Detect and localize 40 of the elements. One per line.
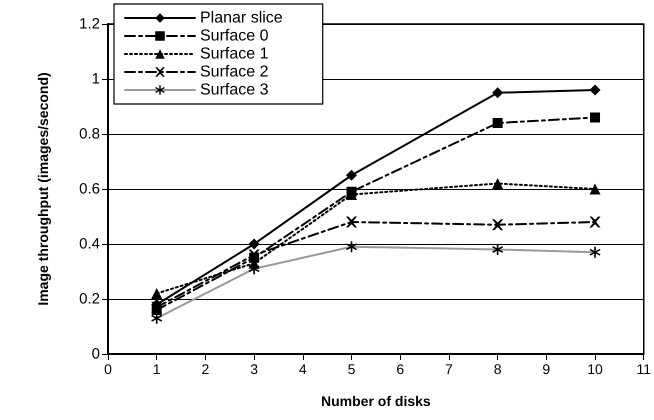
point — [492, 118, 503, 128]
point — [492, 87, 504, 98]
x-tick-label: 0 — [104, 361, 112, 377]
y-tick-label: 0.6 — [79, 180, 100, 198]
point — [346, 216, 358, 228]
point — [151, 288, 162, 299]
point — [590, 84, 601, 96]
legend-label: Surface 2 — [200, 64, 269, 80]
point — [346, 170, 358, 181]
legend-label: Surface 1 — [200, 46, 269, 62]
y-tick-label: 0 — [92, 346, 100, 362]
y-tick-label: 1 — [92, 70, 100, 88]
point — [249, 252, 260, 263]
legend-label: Surface 0 — [200, 28, 269, 44]
point — [492, 178, 504, 189]
x-tick-label: 7 — [445, 361, 454, 377]
y-tick-label: 0.4 — [79, 236, 100, 252]
x-tick-label: 9 — [542, 361, 550, 377]
x-tick-label: 10 — [587, 361, 604, 377]
x-tick-label: 4 — [298, 361, 307, 377]
x-axis-title: Number of disks — [321, 393, 431, 409]
legend-label: Surface 3 — [200, 82, 269, 98]
point — [248, 238, 260, 250]
point — [346, 186, 357, 197]
point — [590, 184, 601, 194]
legend-label: Planar slice — [200, 10, 283, 26]
y-tick-label: 1.2 — [79, 16, 100, 32]
point — [590, 112, 600, 122]
x-tick-label: 1 — [152, 361, 161, 377]
x-tick-label: 6 — [396, 361, 404, 377]
point — [590, 216, 601, 228]
x-tick-label: 11 — [636, 361, 652, 377]
x-tick-label: 3 — [250, 361, 258, 377]
x-tick-label: 5 — [348, 361, 356, 377]
y-axis-title: Image throughput (images/second) — [35, 72, 51, 306]
y-tick-label: 0.2 — [79, 290, 100, 308]
x-tick-label: 8 — [494, 361, 502, 377]
x-tick-label: 2 — [202, 361, 210, 377]
point — [492, 219, 504, 230]
y-tick-label: 0.8 — [79, 126, 100, 142]
